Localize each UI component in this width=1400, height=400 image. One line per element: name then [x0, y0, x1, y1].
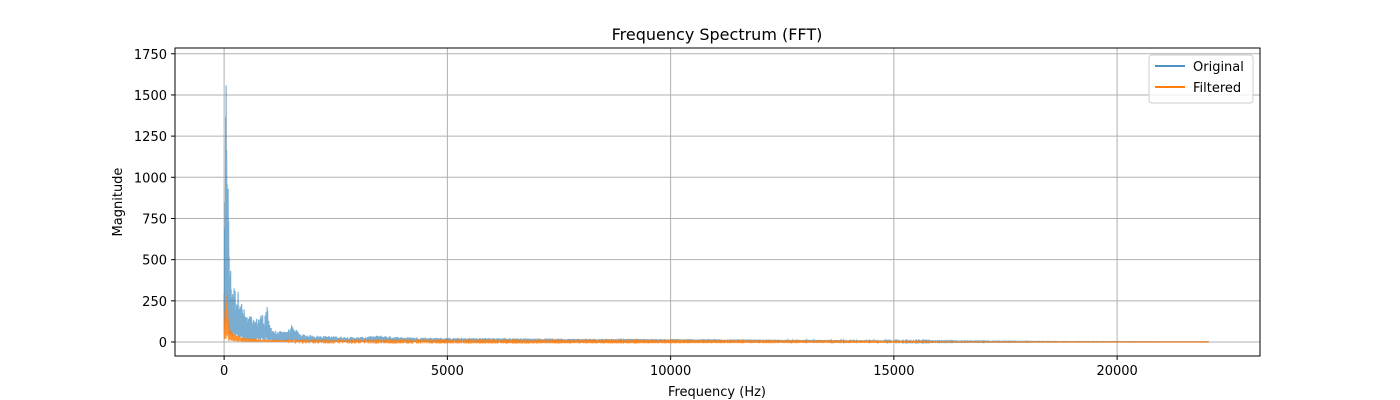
- x-tick-label: 10000: [650, 364, 691, 379]
- y-tick-label: 750: [142, 212, 167, 227]
- plot-area-frame: [174, 47, 1261, 357]
- y-tick-label: 0: [159, 336, 167, 351]
- y-tick-label: 1000: [134, 171, 167, 186]
- x-tick-label: 0: [220, 364, 228, 379]
- legend-label-original: Original: [1193, 60, 1244, 75]
- y-tick-label: 1750: [134, 48, 167, 63]
- legend-label-filtered: Filtered: [1193, 81, 1241, 96]
- series-line-filtered: [223, 295, 1210, 345]
- x-tick-label: 5000: [431, 364, 464, 379]
- y-tick-label: 250: [142, 295, 167, 310]
- y-tick-label: 1250: [134, 130, 167, 145]
- chart-title: Frequency Spectrum (FFT): [612, 25, 823, 44]
- y-axis-label: Magnitude: [111, 168, 126, 237]
- y-tick-label: 1500: [134, 89, 167, 104]
- grid: [175, 48, 1260, 356]
- y-tick-label: 500: [142, 254, 167, 269]
- x-axis-label: Frequency (Hz): [668, 385, 766, 400]
- legend: Original Filtered: [1148, 54, 1254, 104]
- ticks: 0 5000 10000 15000 20000 0 250 500 750 1000 1250 15…: [134, 48, 1138, 379]
- x-tick-label: 20000: [1096, 364, 1137, 379]
- x-tick-label: 15000: [873, 364, 914, 379]
- series-layer: [223, 85, 1210, 345]
